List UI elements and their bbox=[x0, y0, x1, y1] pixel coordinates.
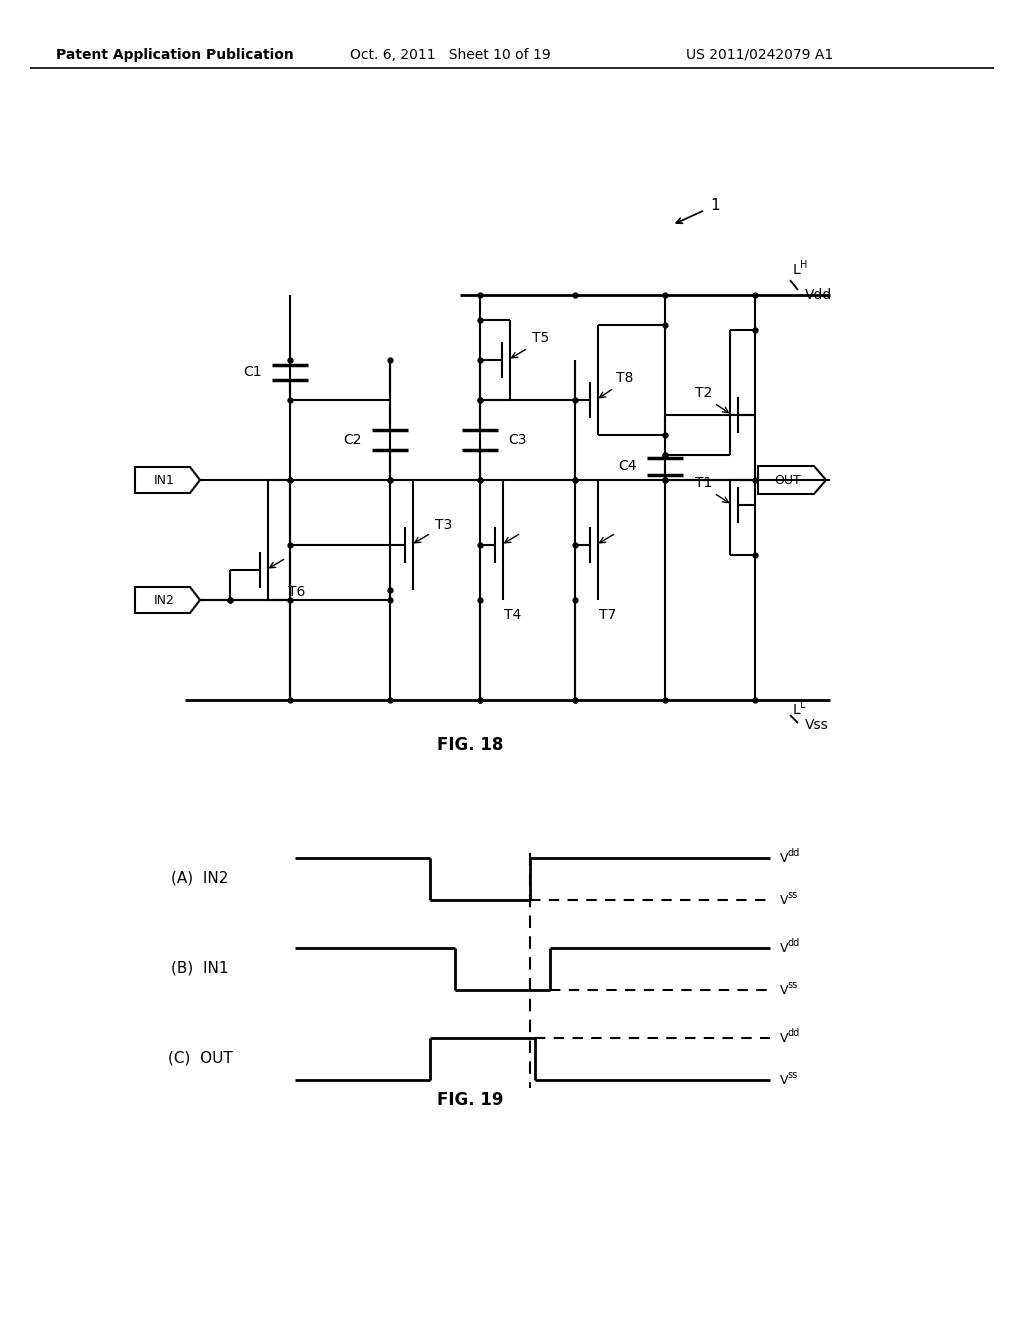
Polygon shape bbox=[135, 467, 200, 492]
Text: H: H bbox=[800, 260, 807, 271]
Text: T1: T1 bbox=[694, 477, 712, 490]
Text: IN2: IN2 bbox=[154, 594, 174, 606]
Text: ss: ss bbox=[787, 890, 798, 900]
Text: V: V bbox=[780, 941, 788, 954]
Text: Patent Application Publication: Patent Application Publication bbox=[56, 48, 294, 62]
Text: IN1: IN1 bbox=[154, 474, 174, 487]
Text: 1: 1 bbox=[710, 198, 720, 213]
Text: C3: C3 bbox=[508, 433, 526, 447]
Text: T5: T5 bbox=[532, 331, 549, 345]
Text: (B)  IN1: (B) IN1 bbox=[171, 961, 228, 975]
Text: T2: T2 bbox=[694, 385, 712, 400]
Text: dd: dd bbox=[787, 939, 800, 948]
Text: dd: dd bbox=[787, 847, 800, 858]
Text: Oct. 6, 2011   Sheet 10 of 19: Oct. 6, 2011 Sheet 10 of 19 bbox=[349, 48, 550, 62]
Text: L: L bbox=[800, 700, 806, 710]
Text: V: V bbox=[780, 983, 788, 997]
Text: T7: T7 bbox=[599, 609, 616, 622]
Text: ss: ss bbox=[787, 979, 798, 990]
Polygon shape bbox=[758, 466, 826, 494]
Text: V: V bbox=[780, 1073, 788, 1086]
Text: T6: T6 bbox=[288, 585, 305, 599]
Text: L: L bbox=[793, 263, 801, 277]
Text: C4: C4 bbox=[618, 459, 637, 473]
Text: C2: C2 bbox=[343, 433, 362, 447]
Text: T8: T8 bbox=[616, 371, 634, 385]
Text: V: V bbox=[780, 851, 788, 865]
Text: FIG. 19: FIG. 19 bbox=[437, 1092, 503, 1109]
Text: T4: T4 bbox=[505, 609, 521, 622]
Text: V: V bbox=[780, 894, 788, 907]
Text: (A)  IN2: (A) IN2 bbox=[171, 870, 228, 886]
Text: T3: T3 bbox=[435, 517, 453, 532]
Text: C1: C1 bbox=[244, 366, 262, 379]
Text: Vss: Vss bbox=[805, 718, 828, 733]
Text: OUT: OUT bbox=[774, 474, 802, 487]
Text: dd: dd bbox=[787, 1028, 800, 1038]
Text: L: L bbox=[793, 704, 801, 717]
Text: US 2011/0242079 A1: US 2011/0242079 A1 bbox=[686, 48, 834, 62]
Text: Vdd: Vdd bbox=[805, 288, 833, 302]
Polygon shape bbox=[135, 587, 200, 612]
Text: ss: ss bbox=[787, 1071, 798, 1080]
Text: (C)  OUT: (C) OUT bbox=[168, 1051, 232, 1065]
Text: V: V bbox=[780, 1031, 788, 1044]
Text: FIG. 18: FIG. 18 bbox=[437, 737, 503, 754]
